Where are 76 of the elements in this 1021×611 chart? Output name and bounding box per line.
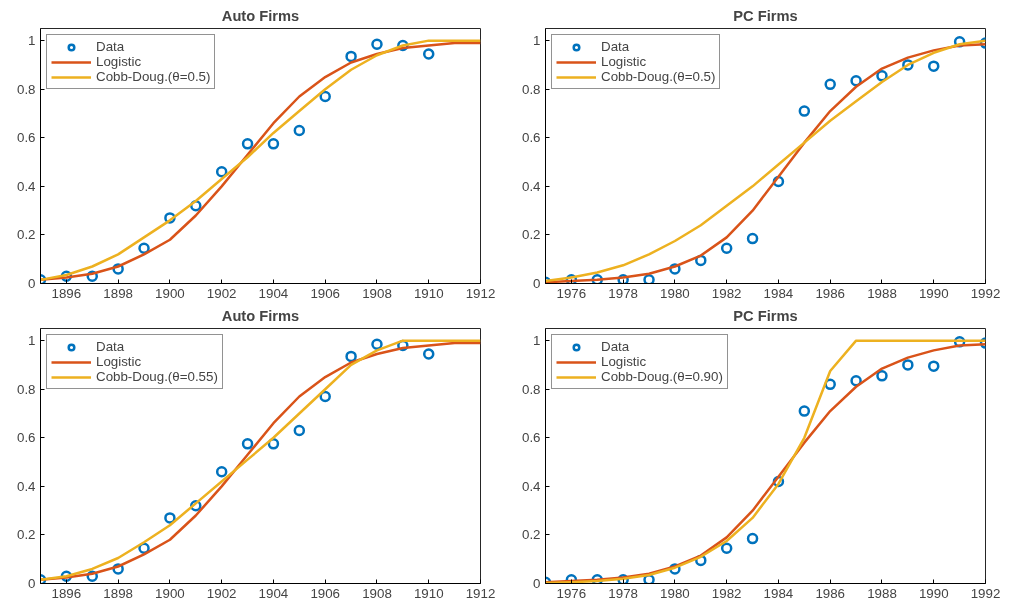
- legend-label: Cobb-Doug.(θ=0.55): [96, 369, 218, 384]
- y-tick-label: 0: [533, 576, 541, 591]
- chart-title: Auto Firms: [221, 7, 300, 24]
- y-tick-label: 0.2: [16, 227, 36, 243]
- legend-label: Data: [601, 339, 630, 354]
- y-tick-label: 0.8: [521, 81, 541, 97]
- x-tick-label: 1904: [258, 285, 289, 301]
- x-tick-label: 1906: [310, 285, 341, 301]
- legend-label: Logistic: [96, 54, 142, 69]
- y-tick-label: 0.8: [16, 381, 36, 397]
- x-tick-label: 1896: [51, 285, 82, 301]
- x-tick-label: 1902: [206, 585, 237, 601]
- x-tick-label: 1984: [763, 285, 794, 301]
- y-tick-label: 0.6: [16, 430, 36, 446]
- legend-label: Cobb-Doug.(θ=0.5): [96, 69, 211, 84]
- y-tick-label: 0.2: [521, 227, 541, 243]
- x-tick-label: 1908: [362, 585, 392, 601]
- legend-label: Data: [601, 39, 630, 54]
- x-tick-label: 1978: [608, 585, 638, 601]
- x-tick-label: 1988: [867, 285, 897, 301]
- x-tick-label: 1912: [465, 585, 496, 601]
- y-tick-label: 1: [28, 333, 36, 349]
- y-tick-label: 0.6: [16, 130, 36, 146]
- y-tick-label: 1: [533, 33, 541, 49]
- y-tick-label: 1: [533, 333, 541, 349]
- x-tick-label: 1986: [815, 585, 846, 601]
- legend-label: Cobb-Doug.(θ=0.90): [601, 369, 723, 384]
- legend-label: Data: [96, 39, 125, 54]
- chart-title: Auto Firms: [221, 307, 300, 324]
- x-tick-label: 1980: [660, 585, 690, 601]
- y-tick-label: 0.4: [16, 478, 37, 494]
- x-tick-label: 1910: [413, 285, 444, 301]
- x-tick-label: 1982: [711, 585, 742, 601]
- x-tick-label: 1988: [867, 585, 897, 601]
- x-tick-label: 1990: [918, 585, 949, 601]
- x-tick-label: 1992: [970, 285, 1001, 301]
- x-tick-label: 1898: [103, 585, 133, 601]
- y-tick-label: 0.2: [521, 527, 541, 543]
- x-tick-label: 1900: [155, 585, 185, 601]
- x-tick-label: 1976: [556, 285, 587, 301]
- y-tick-label: 0.2: [16, 527, 36, 543]
- legend-label: Cobb-Doug.(θ=0.5): [601, 69, 716, 84]
- chart-title: PC Firms: [733, 7, 798, 24]
- y-tick-label: 0: [28, 576, 36, 591]
- x-tick-label: 1992: [970, 585, 1001, 601]
- x-tick-label: 1896: [51, 585, 82, 601]
- x-tick-label: 1910: [413, 585, 444, 601]
- legend-label: Data: [96, 339, 125, 354]
- y-tick-label: 0.4: [521, 178, 542, 194]
- y-tick-label: 0: [28, 276, 36, 291]
- x-tick-label: 1912: [465, 285, 496, 301]
- chart-title: PC Firms: [733, 307, 798, 324]
- x-tick-label: 1902: [206, 285, 237, 301]
- x-tick-label: 1908: [362, 285, 392, 301]
- x-tick-label: 1984: [763, 585, 794, 601]
- x-tick-label: 1976: [556, 585, 587, 601]
- y-tick-label: 0: [533, 276, 541, 291]
- y-tick-label: 0.4: [521, 478, 542, 494]
- y-tick-label: 0.4: [16, 178, 37, 194]
- x-tick-label: 1980: [660, 285, 690, 301]
- x-tick-label: 1990: [918, 285, 949, 301]
- legend-label: Logistic: [601, 54, 647, 69]
- x-tick-label: 1978: [608, 285, 638, 301]
- x-tick-label: 1900: [155, 285, 185, 301]
- y-tick-label: 0.8: [521, 381, 541, 397]
- legend-label: Logistic: [601, 354, 647, 369]
- y-tick-label: 0.6: [521, 130, 541, 146]
- x-tick-label: 1906: [310, 585, 341, 601]
- legend-label: Logistic: [96, 354, 142, 369]
- x-tick-label: 1982: [711, 285, 742, 301]
- y-tick-label: 0.8: [16, 81, 36, 97]
- x-tick-label: 1904: [258, 585, 289, 601]
- x-tick-label: 1898: [103, 285, 133, 301]
- y-tick-label: 1: [28, 33, 36, 49]
- y-tick-label: 0.6: [521, 430, 541, 446]
- x-tick-label: 1986: [815, 285, 846, 301]
